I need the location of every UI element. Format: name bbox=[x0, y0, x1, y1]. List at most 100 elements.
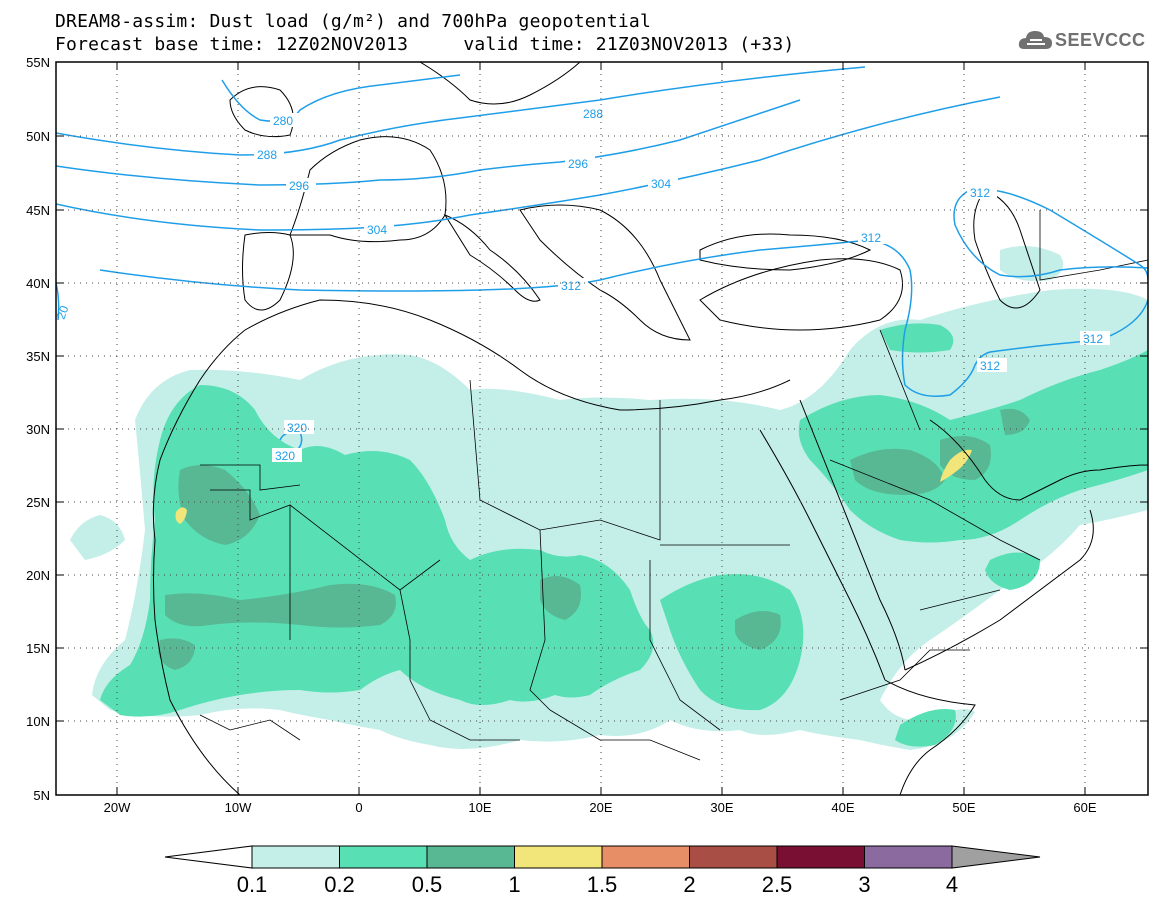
border-mali-niger bbox=[399, 589, 411, 680]
border-sudan bbox=[649, 560, 721, 731]
border-guinea bbox=[199, 714, 301, 741]
lon-label: 40E bbox=[831, 800, 854, 815]
dust-area-level3-iraq bbox=[850, 448, 945, 495]
coast-red-sea-west bbox=[759, 429, 886, 681]
cloud-icon bbox=[1018, 31, 1052, 49]
coast-europe-west bbox=[242, 232, 294, 311]
contour-label-304: 304 bbox=[367, 223, 387, 237]
colorbar-segment bbox=[689, 845, 778, 869]
contour-296 bbox=[56, 99, 801, 186]
dust-area-level2-somalia bbox=[895, 709, 956, 747]
lon-label: 10E bbox=[468, 800, 491, 815]
contour-312b bbox=[99, 239, 1148, 397]
coast-caspian bbox=[973, 189, 1041, 309]
dust-area-level3-mali bbox=[165, 583, 396, 628]
contour-labels: 280 288 288 296 296 304 304 312 312 312 … bbox=[54, 106, 1110, 463]
colorbar-label: 1.5 bbox=[587, 872, 618, 897]
coast-italy bbox=[443, 213, 541, 302]
contour-label-312: 312 bbox=[561, 279, 581, 293]
lat-label: 10N bbox=[26, 714, 50, 729]
dust-shading-level3 bbox=[158, 408, 1030, 670]
contour-label-296b: 296 bbox=[568, 157, 588, 171]
coastlines bbox=[152, 62, 1148, 795]
coast-persian-gulf bbox=[929, 419, 1148, 501]
border-morocco-algeria bbox=[200, 464, 301, 491]
latitude-labels: 55N 50N 45N 40N 35N 30N 25N 20N 15N 10N … bbox=[26, 55, 50, 803]
coast-britain bbox=[229, 86, 294, 138]
graticule bbox=[56, 62, 1148, 795]
colorbar-segment bbox=[776, 845, 865, 869]
dust-shading-level4 bbox=[175, 449, 972, 524]
lon-label: 60E bbox=[1073, 800, 1096, 815]
colorbar-under-arrow bbox=[164, 845, 253, 869]
lat-label: 45N bbox=[26, 203, 50, 218]
colorbar-label: 0.2 bbox=[324, 872, 355, 897]
coast-anatolia bbox=[699, 258, 903, 331]
lon-label: 50E bbox=[952, 800, 975, 815]
contour-label-304b: 304 bbox=[651, 177, 671, 191]
coast-north-africa bbox=[244, 299, 791, 411]
lat-label: 50N bbox=[26, 129, 50, 144]
contour-label-288b: 288 bbox=[257, 148, 277, 162]
border-libya bbox=[469, 379, 661, 541]
colorbar-segment bbox=[601, 845, 690, 869]
seevccc-logo: SEEVCCC bbox=[1018, 27, 1153, 55]
contour-label-320: 320 bbox=[287, 421, 307, 435]
contour-label-288: 288 bbox=[583, 107, 603, 121]
borders bbox=[199, 210, 1148, 761]
colorbar-over-arrow bbox=[951, 845, 1041, 869]
colorbar-label: 3 bbox=[858, 872, 870, 897]
border-turkmen bbox=[1039, 210, 1148, 281]
dust-area-level1-wsahara bbox=[70, 515, 125, 560]
lat-label: 35N bbox=[26, 349, 50, 364]
colorbar-segment bbox=[864, 845, 953, 869]
border-chad bbox=[529, 529, 551, 711]
border-yemen bbox=[919, 589, 1001, 611]
coast-black-sea bbox=[699, 233, 872, 271]
dust-area-level3-niger bbox=[540, 576, 581, 620]
contour-304 bbox=[56, 96, 1001, 231]
colorbar-segment bbox=[339, 845, 428, 869]
colorbar: 0.1 0.2 0.5 1 1.5 2 2.5 3 4 bbox=[164, 845, 1041, 897]
lat-label: 55N bbox=[26, 55, 50, 70]
contour-label-296: 296 bbox=[289, 179, 309, 193]
dust-area-level4-gulf bbox=[940, 449, 972, 482]
lat-label: 15N bbox=[26, 641, 50, 656]
contour-312c bbox=[969, 188, 1148, 281]
map-area: 280 288 288 296 296 304 304 312 312 312 … bbox=[54, 62, 1148, 795]
lon-label: 0 bbox=[355, 800, 362, 815]
contour-label-edge: 20 bbox=[54, 303, 72, 321]
border-nigeria bbox=[409, 679, 520, 741]
border-mauritania bbox=[210, 489, 291, 640]
colorbar-label: 0.5 bbox=[412, 872, 443, 897]
colorbar-segment bbox=[426, 845, 515, 869]
dust-area-level3-iran bbox=[1000, 408, 1030, 435]
contour-label-312d: 312 bbox=[1083, 332, 1103, 346]
map-title: DREAM8-assim: Dust load (g/m²) and 700hP… bbox=[55, 11, 651, 32]
lon-label: 20E bbox=[589, 800, 612, 815]
coast-france bbox=[289, 136, 447, 243]
colorbar-label: 2.5 bbox=[762, 872, 793, 897]
coast-horn bbox=[884, 679, 976, 795]
colorbar-label: 2 bbox=[683, 872, 695, 897]
forecast-time-line: Forecast base time: 12Z02NOV2013 valid t… bbox=[55, 34, 795, 55]
dust-area-level4-wsahara bbox=[175, 507, 187, 524]
contour-280 bbox=[221, 74, 461, 122]
dust-area-level3-chad bbox=[735, 611, 781, 650]
lat-label: 40N bbox=[26, 276, 50, 291]
contour-label-312e: 312 bbox=[980, 359, 1000, 373]
lat-label: 25N bbox=[26, 495, 50, 510]
border-iraq-iran bbox=[879, 329, 921, 431]
coast-arabia-south bbox=[904, 509, 1094, 671]
lon-label: 10W bbox=[225, 800, 252, 815]
contour-288 bbox=[56, 66, 866, 156]
coast-red-sea-east bbox=[799, 399, 906, 671]
colorbar-label: 4 bbox=[946, 872, 958, 897]
contour-label-312b: 312 bbox=[861, 231, 881, 245]
contour-312d bbox=[953, 189, 1148, 278]
contour-label-280: 280 bbox=[273, 114, 293, 128]
contour-label-320b: 320 bbox=[275, 449, 295, 463]
dust-area-level2-west bbox=[100, 385, 654, 717]
lat-label: 20N bbox=[26, 568, 50, 583]
